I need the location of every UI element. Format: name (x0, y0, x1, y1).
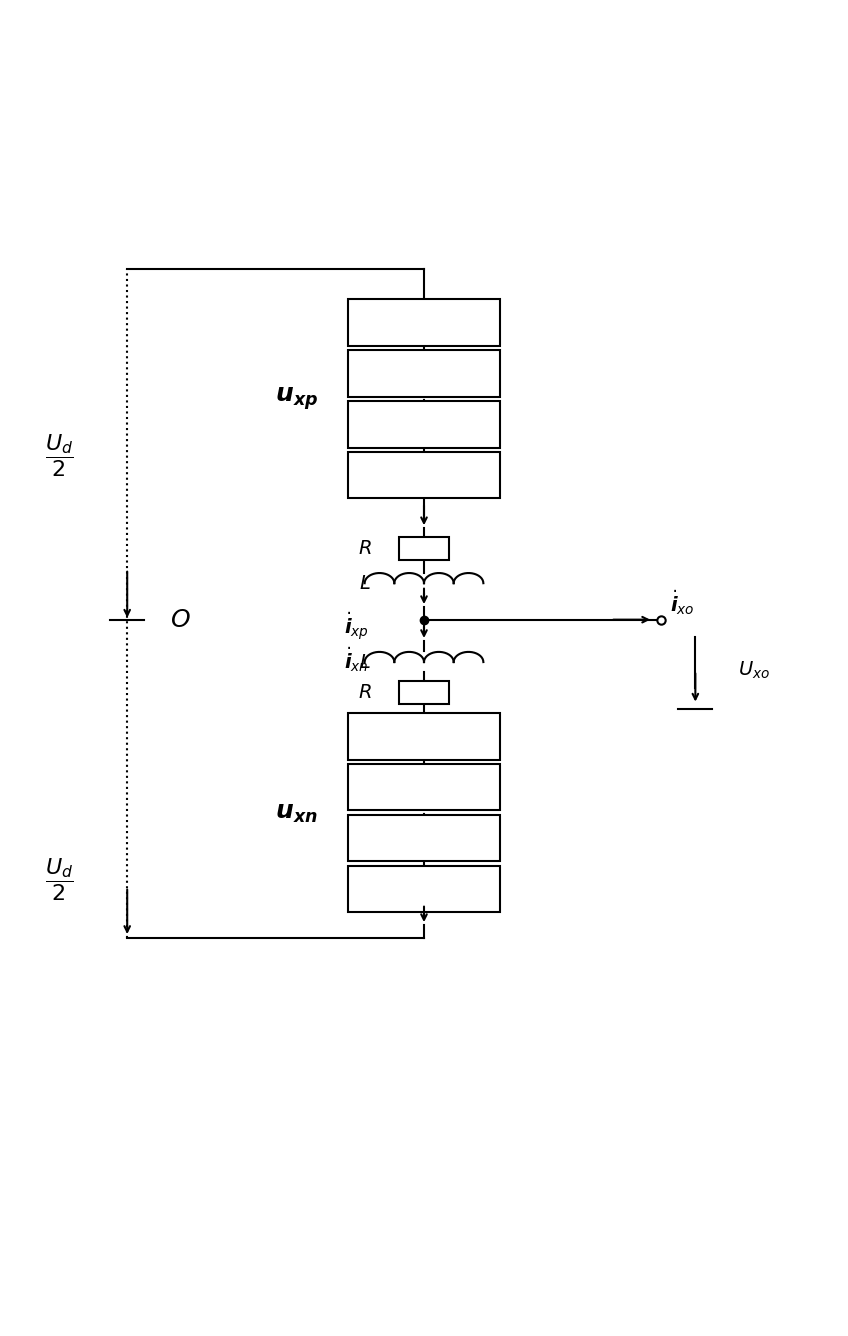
Bar (348, 764, 500, 811)
Bar (348, 401, 500, 448)
Bar (399, 681, 449, 704)
Text: $\dfrac{U_d}{2}$: $\dfrac{U_d}{2}$ (45, 433, 74, 480)
Text: $U_{xo}$: $U_{xo}$ (738, 660, 770, 681)
Text: $\bfit{u}_{xp}$: $\bfit{u}_{xp}$ (276, 385, 318, 411)
Text: $O$: $O$ (170, 608, 190, 632)
Bar (348, 815, 500, 862)
Text: $L$: $L$ (359, 652, 371, 672)
Text: $\dot{\bfit{i}}_{xo}$: $\dot{\bfit{i}}_{xo}$ (670, 588, 695, 617)
Text: $R$: $R$ (358, 538, 371, 558)
Text: $\dfrac{U_d}{2}$: $\dfrac{U_d}{2}$ (45, 856, 74, 903)
Bar (348, 713, 500, 760)
Bar (348, 452, 500, 498)
Bar (348, 350, 500, 397)
Text: $L$: $L$ (359, 573, 371, 593)
Bar (348, 866, 500, 912)
Text: $\dot{\bfit{i}}_{xn}$: $\dot{\bfit{i}}_{xn}$ (343, 645, 369, 673)
Text: $\dot{\bfit{i}}_{xp}$: $\dot{\bfit{i}}_{xp}$ (343, 611, 369, 643)
Text: $\bfit{u}_{xn}$: $\bfit{u}_{xn}$ (276, 800, 318, 824)
Bar (348, 299, 500, 346)
Text: $R$: $R$ (358, 683, 371, 703)
Bar (399, 537, 449, 560)
